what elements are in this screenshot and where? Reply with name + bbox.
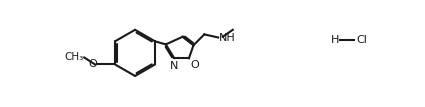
Text: CH₃: CH₃ xyxy=(64,52,83,62)
Text: H: H xyxy=(331,35,340,45)
Text: N: N xyxy=(170,61,178,71)
Text: O: O xyxy=(88,59,97,69)
Text: NH: NH xyxy=(219,33,236,43)
Text: Cl: Cl xyxy=(356,35,367,45)
Text: O: O xyxy=(190,60,199,70)
